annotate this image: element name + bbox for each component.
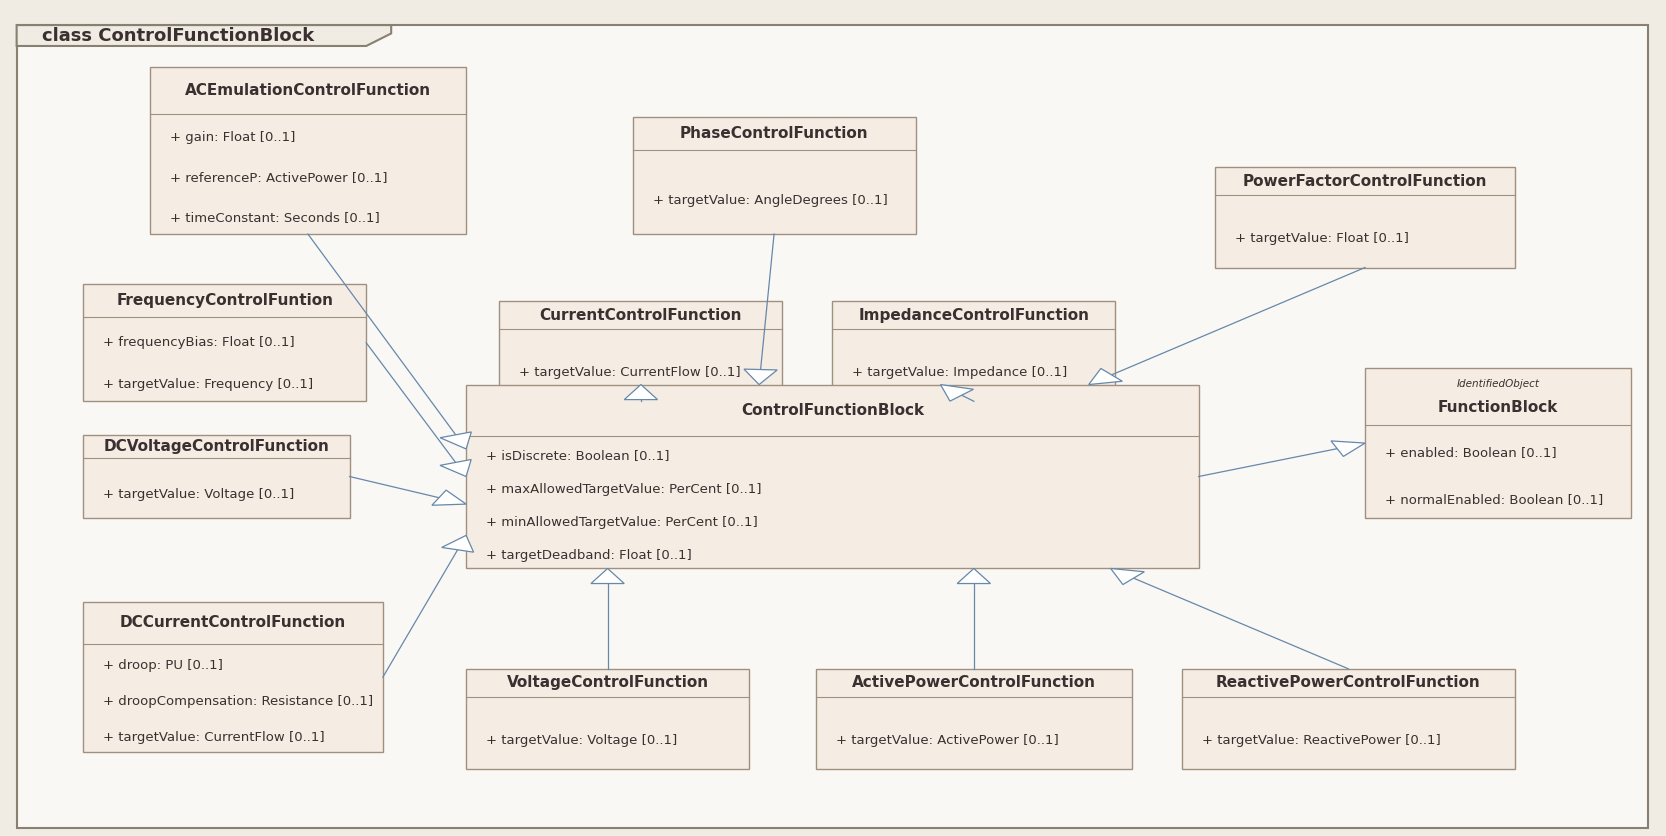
Text: class ControlFunctionBlock: class ControlFunctionBlock — [42, 27, 313, 45]
Polygon shape — [440, 432, 471, 449]
FancyBboxPatch shape — [466, 385, 1198, 568]
FancyBboxPatch shape — [466, 669, 750, 769]
Text: + targetValue: Float [0..1]: + targetValue: Float [0..1] — [1235, 232, 1409, 245]
Text: + gain: Float [0..1]: + gain: Float [0..1] — [170, 131, 295, 145]
Text: + targetValue: CurrentFlow [0..1]: + targetValue: CurrentFlow [0..1] — [520, 366, 741, 379]
Polygon shape — [941, 385, 973, 401]
Text: + droopCompensation: Resistance [0..1]: + droopCompensation: Resistance [0..1] — [103, 696, 373, 708]
FancyBboxPatch shape — [150, 67, 466, 234]
Polygon shape — [958, 568, 991, 584]
Text: + targetValue: Voltage [0..1]: + targetValue: Voltage [0..1] — [486, 734, 678, 747]
FancyBboxPatch shape — [83, 284, 367, 401]
FancyBboxPatch shape — [816, 669, 1131, 769]
Polygon shape — [440, 460, 471, 477]
Text: ReactivePowerControlFunction: ReactivePowerControlFunction — [1216, 675, 1481, 691]
Text: FrequencyControlFuntion: FrequencyControlFuntion — [117, 293, 333, 308]
Text: + timeConstant: Seconds [0..1]: + timeConstant: Seconds [0..1] — [170, 212, 380, 225]
Text: + targetValue: ActivePower [0..1]: + targetValue: ActivePower [0..1] — [836, 734, 1058, 747]
Text: + targetValue: CurrentFlow [0..1]: + targetValue: CurrentFlow [0..1] — [103, 732, 325, 744]
Polygon shape — [1331, 441, 1364, 456]
Text: + enabled: Boolean [0..1]: + enabled: Boolean [0..1] — [1384, 446, 1556, 460]
Text: DCCurrentControlFunction: DCCurrentControlFunction — [120, 615, 347, 630]
Polygon shape — [17, 25, 392, 46]
Polygon shape — [745, 370, 778, 385]
Polygon shape — [431, 490, 466, 505]
Text: PowerFactorControlFunction: PowerFactorControlFunction — [1243, 174, 1488, 189]
Text: + frequencyBias: Float [0..1]: + frequencyBias: Float [0..1] — [103, 336, 295, 349]
Text: + targetDeadband: Float [0..1]: + targetDeadband: Float [0..1] — [486, 548, 691, 562]
Text: ControlFunctionBlock: ControlFunctionBlock — [741, 403, 925, 418]
FancyBboxPatch shape — [1215, 167, 1514, 268]
Text: + isDiscrete: Boolean [0..1]: + isDiscrete: Boolean [0..1] — [486, 450, 670, 462]
FancyBboxPatch shape — [500, 301, 783, 401]
FancyBboxPatch shape — [633, 117, 916, 234]
Polygon shape — [625, 385, 658, 400]
Text: DCVoltageControlFunction: DCVoltageControlFunction — [103, 439, 330, 454]
Polygon shape — [441, 535, 473, 552]
FancyBboxPatch shape — [1181, 669, 1514, 769]
Text: + minAllowedTargetValue: PerCent [0..1]: + minAllowedTargetValue: PerCent [0..1] — [486, 516, 758, 528]
Text: ActivePowerControlFunction: ActivePowerControlFunction — [851, 675, 1096, 691]
FancyBboxPatch shape — [833, 301, 1115, 401]
Text: CurrentControlFunction: CurrentControlFunction — [540, 308, 741, 323]
Text: + referenceP: ActivePower [0..1]: + referenceP: ActivePower [0..1] — [170, 171, 387, 185]
Polygon shape — [591, 568, 625, 584]
Text: + targetValue: Voltage [0..1]: + targetValue: Voltage [0..1] — [103, 487, 295, 501]
Polygon shape — [1111, 568, 1145, 584]
Text: + normalEnabled: Boolean [0..1]: + normalEnabled: Boolean [0..1] — [1384, 493, 1603, 506]
Text: + targetValue: ReactivePower [0..1]: + targetValue: ReactivePower [0..1] — [1201, 734, 1441, 747]
Text: ImpedanceControlFunction: ImpedanceControlFunction — [858, 308, 1090, 323]
Text: + targetValue: Impedance [0..1]: + targetValue: Impedance [0..1] — [853, 366, 1068, 379]
Text: + targetValue: AngleDegrees [0..1]: + targetValue: AngleDegrees [0..1] — [653, 194, 888, 206]
FancyBboxPatch shape — [1364, 368, 1631, 518]
Text: + droop: PU [0..1]: + droop: PU [0..1] — [103, 660, 223, 672]
Polygon shape — [1088, 369, 1123, 385]
Text: + targetValue: Frequency [0..1]: + targetValue: Frequency [0..1] — [103, 378, 313, 391]
Text: IdentifiedObject: IdentifiedObject — [1456, 379, 1539, 389]
Text: FunctionBlock: FunctionBlock — [1438, 400, 1558, 415]
FancyBboxPatch shape — [83, 435, 350, 518]
FancyBboxPatch shape — [83, 602, 383, 752]
Text: VoltageControlFunction: VoltageControlFunction — [506, 675, 708, 691]
FancyBboxPatch shape — [17, 25, 1648, 828]
Text: + maxAllowedTargetValue: PerCent [0..1]: + maxAllowedTargetValue: PerCent [0..1] — [486, 482, 761, 496]
Text: PhaseControlFunction: PhaseControlFunction — [680, 126, 868, 141]
Text: ACEmulationControlFunction: ACEmulationControlFunction — [185, 83, 431, 98]
